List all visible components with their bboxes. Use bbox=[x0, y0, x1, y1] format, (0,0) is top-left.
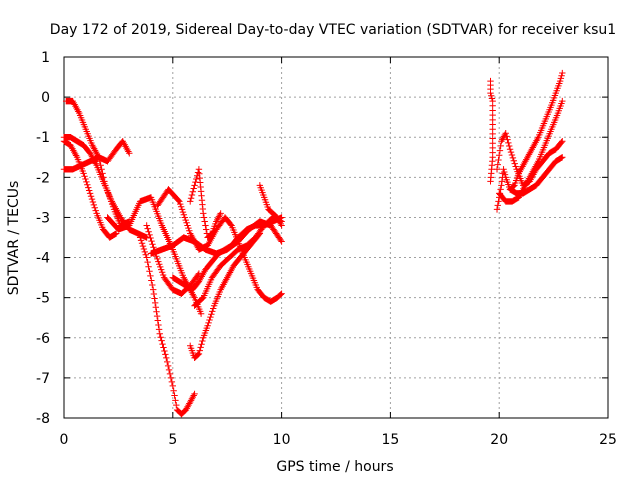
y-tick-label: -6 bbox=[36, 331, 50, 347]
series-markers bbox=[62, 97, 133, 229]
series-markers bbox=[487, 77, 496, 185]
chart-title: Day 172 of 2019, Sidereal Day-to-day VTE… bbox=[50, 22, 616, 38]
x-tick-label: 0 bbox=[60, 432, 69, 448]
series-markers bbox=[256, 182, 285, 229]
y-tick-label: 0 bbox=[41, 90, 50, 106]
series-arc-16 bbox=[493, 69, 566, 213]
grid-lines bbox=[64, 57, 608, 418]
y-tick-label: -8 bbox=[36, 411, 50, 427]
y-tick-label: -4 bbox=[36, 251, 50, 267]
series-arc-2 bbox=[62, 97, 133, 229]
series-arc-6 bbox=[136, 234, 198, 418]
series-markers bbox=[493, 69, 566, 213]
series-markers bbox=[60, 138, 120, 241]
y-tick-label: 1 bbox=[41, 50, 50, 66]
y-tick-label: -3 bbox=[36, 210, 50, 226]
x-tick-label: 15 bbox=[381, 432, 399, 448]
data-points bbox=[60, 69, 566, 418]
series-arc-15 bbox=[487, 77, 496, 185]
series-markers bbox=[187, 166, 224, 241]
series-arc-14 bbox=[256, 182, 285, 229]
series-arc-12 bbox=[187, 166, 224, 241]
plot-frame bbox=[63, 56, 609, 419]
y-axis-label: SDTVAR / TECUs bbox=[6, 181, 22, 296]
y-tick-label: -2 bbox=[36, 170, 50, 186]
x-tick-label: 10 bbox=[273, 432, 291, 448]
y-tick-label: -7 bbox=[36, 371, 50, 387]
series-markers bbox=[506, 154, 566, 197]
series-arc-4 bbox=[60, 138, 120, 241]
series-arc-13 bbox=[191, 214, 285, 309]
series-markers bbox=[191, 214, 285, 309]
x-axis-label: GPS time / hours bbox=[276, 459, 393, 475]
series-arc-19 bbox=[506, 154, 566, 197]
y-tick-label: -5 bbox=[36, 291, 50, 307]
series-markers bbox=[136, 234, 198, 418]
x-tick-label: 25 bbox=[599, 432, 617, 448]
x-tick-label: 20 bbox=[490, 432, 508, 448]
y-tick-label: -1 bbox=[36, 130, 50, 146]
x-tick-label: 5 bbox=[168, 432, 177, 448]
